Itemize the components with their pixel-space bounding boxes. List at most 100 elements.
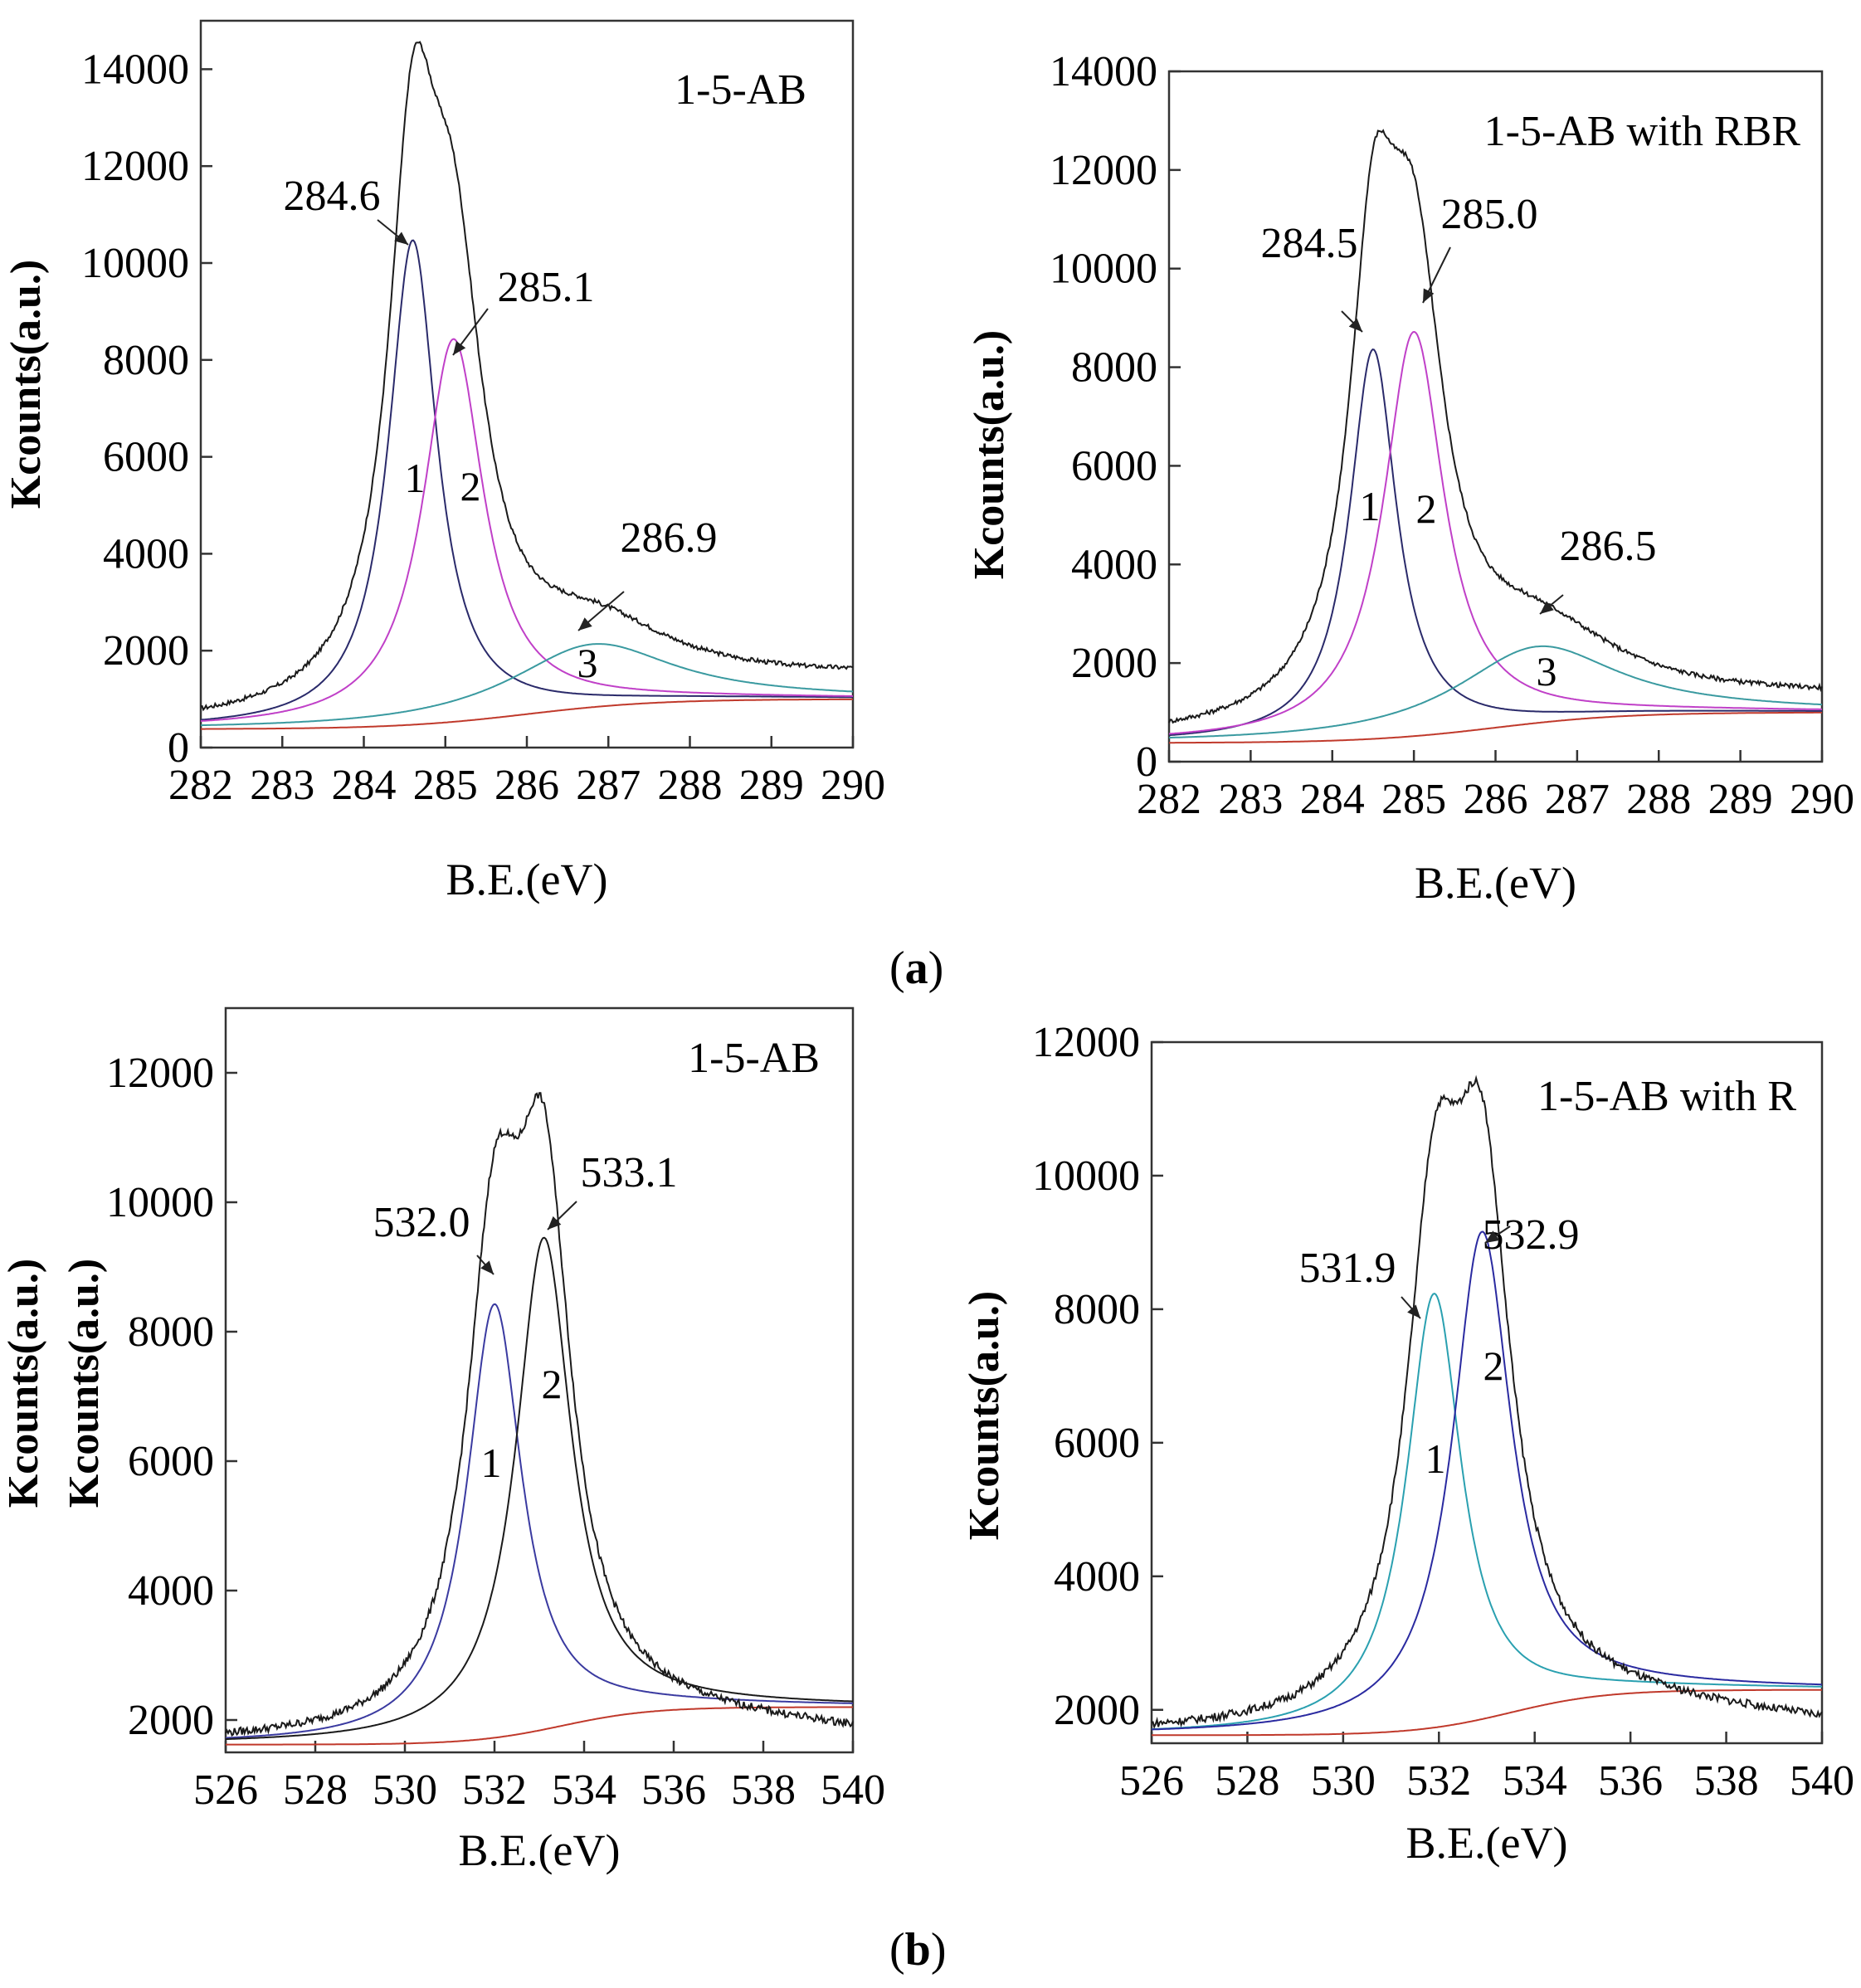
peak-curve-1 bbox=[1151, 1293, 1822, 1731]
envelope-curve bbox=[1151, 1074, 1823, 1730]
baseline-curve bbox=[201, 698, 853, 730]
y-tick-label: 8000 bbox=[103, 337, 189, 384]
y-axis-label: Kcounts(a.u.) bbox=[2, 260, 50, 509]
panel-label-b: (b) bbox=[889, 1924, 947, 1976]
plot-frame bbox=[1150, 1040, 1824, 1745]
panel-letter-a: a bbox=[904, 943, 928, 994]
peak-number-1: 1 bbox=[1425, 1435, 1446, 1482]
y-axis-label: Kcounts(a.u.) bbox=[966, 330, 1013, 579]
x-tick-label: 536 bbox=[1598, 1757, 1663, 1805]
y-axis-label: Kcounts(a.u.) bbox=[961, 1291, 1008, 1540]
baseline-curve bbox=[1152, 1688, 1822, 1737]
peak-curve-3 bbox=[201, 643, 854, 727]
y-axis-label-duplicate: Kcounts(a.u.) bbox=[61, 1259, 108, 1508]
peak-annotation-1: 284.6 bbox=[284, 173, 381, 220]
baseline-curve bbox=[226, 1706, 853, 1746]
peak-number-2: 2 bbox=[460, 463, 481, 509]
x-tick-label: 284 bbox=[1300, 776, 1365, 823]
envelope-curve bbox=[225, 1092, 854, 1737]
x-tick-label: 289 bbox=[739, 762, 804, 809]
y-tick-label: 12000 bbox=[1050, 147, 1157, 194]
peak-annotation-1: 532.0 bbox=[373, 1199, 470, 1246]
peak-number-3: 3 bbox=[1537, 648, 1557, 694]
x-tick-label: 526 bbox=[1119, 1757, 1184, 1805]
x-axis-label: B.E.(eV) bbox=[446, 855, 608, 904]
peak-number-1: 1 bbox=[405, 455, 426, 501]
y-tick-label: 14000 bbox=[1050, 48, 1157, 95]
x-axis-label: B.E.(eV) bbox=[1415, 858, 1576, 908]
peak-number-2: 2 bbox=[1483, 1342, 1504, 1389]
x-tick-label: 540 bbox=[1790, 1757, 1854, 1805]
peak-number-1: 1 bbox=[1360, 483, 1381, 529]
y-tick-label: 14000 bbox=[81, 46, 189, 93]
arrow-head-3 bbox=[578, 617, 592, 631]
y-axis-label: Kcounts(a.u.) bbox=[0, 1259, 47, 1508]
y-tick-label: 10000 bbox=[81, 240, 189, 287]
peak-annotation-3: 286.5 bbox=[1560, 523, 1657, 570]
peak-number-1: 1 bbox=[481, 1440, 502, 1486]
peak-annotation-3: 286.9 bbox=[621, 514, 718, 562]
x-tick-label: 282 bbox=[1137, 776, 1201, 823]
x-tick-label: 282 bbox=[168, 762, 233, 809]
peak-annotation-1: 531.9 bbox=[1299, 1245, 1396, 1292]
y-tick-label: 10000 bbox=[106, 1179, 214, 1226]
chart-c1s-1-5-AB-RBR: 282 283 284 285 286 287 288 289 290 0 2000 4000 6000… bbox=[966, 48, 1854, 908]
x-tick-label: 290 bbox=[821, 762, 885, 809]
x-tick-label: 532 bbox=[1406, 1757, 1471, 1805]
peak-curve-2 bbox=[225, 1236, 853, 1741]
x-tick-label: 538 bbox=[1694, 1757, 1759, 1805]
peak-number-2: 2 bbox=[1416, 485, 1437, 532]
baseline-curve bbox=[1169, 711, 1822, 744]
x-tick-label: 538 bbox=[731, 1766, 796, 1814]
arrow-head-1 bbox=[480, 1260, 494, 1274]
plot-frame bbox=[224, 1006, 855, 1754]
x-tick-label: 528 bbox=[283, 1766, 348, 1814]
x-tick-label: 534 bbox=[1503, 1757, 1567, 1805]
x-tick-label: 534 bbox=[552, 1766, 616, 1814]
y-tick-label: 8000 bbox=[1054, 1286, 1140, 1333]
y-tick-label: 2000 bbox=[103, 627, 189, 675]
peak-curve-3 bbox=[1168, 645, 1822, 739]
envelope-curve bbox=[200, 41, 854, 712]
peak-curve-1 bbox=[225, 1303, 853, 1739]
y-tick-label: 0 bbox=[1136, 738, 1157, 786]
y-tick-label: 2000 bbox=[1071, 640, 1157, 687]
y-tick-label: 6000 bbox=[103, 434, 189, 481]
x-tick-label: 287 bbox=[1545, 776, 1610, 823]
x-tick-label: 530 bbox=[1311, 1757, 1376, 1805]
x-tick-label: 530 bbox=[373, 1766, 437, 1814]
x-axis-label: B.E.(eV) bbox=[1406, 1818, 1568, 1868]
y-tick-label: 12000 bbox=[1032, 1019, 1140, 1066]
arrow-head-1 bbox=[1348, 318, 1362, 332]
panel-label-a: (a) bbox=[889, 943, 944, 994]
envelope-curve bbox=[1168, 129, 1823, 724]
y-tick-label: 8000 bbox=[1071, 344, 1157, 392]
plot-frame bbox=[1167, 70, 1824, 763]
peak-curve-2 bbox=[1168, 330, 1822, 735]
x-axis-label: B.E.(eV) bbox=[459, 1825, 621, 1875]
peak-annotation-1: 284.5 bbox=[1261, 220, 1358, 267]
y-tick-label: 10000 bbox=[1050, 246, 1157, 293]
peak-curve-1 bbox=[200, 239, 854, 721]
peak-annotation-2: 533.1 bbox=[581, 1149, 678, 1196]
x-tick-label: 528 bbox=[1215, 1757, 1279, 1805]
x-tick-label: 290 bbox=[1790, 776, 1854, 823]
y-tick-label: 12000 bbox=[81, 143, 189, 190]
x-tick-label: 532 bbox=[462, 1766, 527, 1814]
x-tick-label: 286 bbox=[494, 762, 559, 809]
peak-annotation-2: 285.0 bbox=[1441, 191, 1538, 238]
y-tick-label: 10000 bbox=[1032, 1152, 1140, 1200]
x-tick-label: 288 bbox=[658, 762, 723, 809]
arrow-head-2 bbox=[453, 341, 466, 355]
y-tick-label: 6000 bbox=[128, 1438, 214, 1485]
y-tick-label: 4000 bbox=[1071, 541, 1157, 588]
chart-title: 1-5-AB with R bbox=[1537, 1073, 1796, 1120]
arrow-head-1 bbox=[1407, 1304, 1420, 1318]
arrow-head-3 bbox=[1540, 601, 1554, 614]
panel-letter-b: b bbox=[904, 1924, 931, 1976]
x-tick-label: 289 bbox=[1708, 776, 1773, 823]
x-tick-label: 288 bbox=[1626, 776, 1691, 823]
x-tick-label: 283 bbox=[250, 762, 314, 809]
x-tick-label: 285 bbox=[1381, 776, 1446, 823]
